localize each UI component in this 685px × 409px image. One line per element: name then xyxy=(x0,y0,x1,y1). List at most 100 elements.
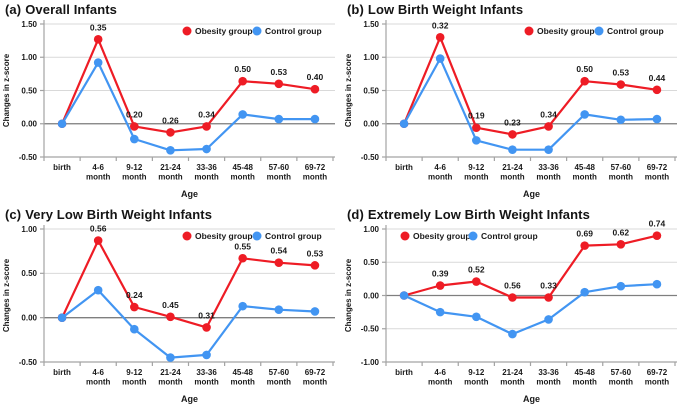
obesity-point xyxy=(616,239,626,249)
x-tick-label: 33-36 xyxy=(538,163,559,172)
x-tick-label: 33-36 xyxy=(538,368,559,377)
x-tick-label: 4-6 xyxy=(434,368,446,377)
x-tick-label: month xyxy=(464,378,489,387)
x-tick-label: month xyxy=(86,173,111,182)
x-tick-label: month xyxy=(303,378,328,387)
x-tick-label: month xyxy=(645,173,670,182)
point-label: 0.39 xyxy=(432,269,449,279)
point-label: 0.53 xyxy=(613,68,630,78)
x-axis-title: Age xyxy=(181,189,198,199)
y-tick-label: 1.00 xyxy=(363,225,379,234)
x-tick-label: 9-12 xyxy=(126,163,143,172)
x-tick-label: month xyxy=(500,378,525,387)
panel-a-label: (a) xyxy=(5,2,22,17)
x-tick-label: 45-48 xyxy=(232,163,253,172)
x-tick-label: month xyxy=(428,378,453,387)
control-point xyxy=(130,324,139,334)
obesity-line xyxy=(60,38,316,134)
panel-a: (a) Overall Infants 1.50 1.00 0.50 0.00 -0.50… xyxy=(0,0,342,205)
point-label: 0.52 xyxy=(468,265,485,275)
point-label: 0.33 xyxy=(540,280,557,290)
x-tick-label: 69-72 xyxy=(647,163,668,172)
control-point xyxy=(166,353,175,362)
panel-a-title: (a) Overall Infants xyxy=(5,2,117,17)
panel-c-title-text: Very Low Birth Weight Infants xyxy=(25,207,213,222)
control-point xyxy=(472,136,481,145)
y-tick-label: 0.50 xyxy=(21,269,37,278)
obesity-point xyxy=(238,76,247,86)
control-point xyxy=(238,110,247,119)
y-tick-label: 1.50 xyxy=(363,20,379,29)
control-point xyxy=(580,287,589,297)
point-label: 0.45 xyxy=(162,300,179,310)
legend-control-label: Control group xyxy=(265,231,322,241)
legend-control-label: Control group xyxy=(607,26,664,36)
control-point xyxy=(57,119,67,129)
x-tick-label: 9-12 xyxy=(468,163,485,172)
obesity-point xyxy=(508,130,517,139)
obesity-line xyxy=(60,239,316,329)
obesity-point xyxy=(472,277,481,286)
x-tick-label: 57-60 xyxy=(269,163,290,172)
control-point xyxy=(310,114,320,124)
y-tick-label: 0.00 xyxy=(363,291,379,300)
y-tick-label: 0.50 xyxy=(363,258,379,267)
legend-control-label: Control group xyxy=(481,231,538,241)
obesity-line xyxy=(402,234,658,299)
x-tick-label: month xyxy=(645,378,670,387)
obesity-point xyxy=(544,122,553,131)
obesity-point xyxy=(310,84,320,94)
control-line xyxy=(402,283,658,336)
y-axis-title: Changes in z-score xyxy=(2,258,11,332)
x-tick-label: month xyxy=(230,173,255,182)
point-label: 0.40 xyxy=(307,72,324,82)
point-label: 0.55 xyxy=(234,241,251,251)
y-tick-label: 0.00 xyxy=(363,120,379,129)
obesity-point xyxy=(472,123,481,133)
obesity-point xyxy=(274,258,284,267)
control-point xyxy=(274,305,284,314)
x-tick-label: 33-36 xyxy=(196,163,217,172)
panel-c-title: (c) Very Low Birth Weight Infants xyxy=(5,207,212,222)
control-point xyxy=(508,145,517,154)
x-tick-label: 4-6 xyxy=(434,163,446,172)
control-line xyxy=(60,289,316,359)
point-label: 0.34 xyxy=(540,109,557,119)
x-tick-label: month xyxy=(158,173,183,182)
obesity-point xyxy=(580,241,589,250)
obesity-point xyxy=(93,34,103,44)
x-tick-label: month xyxy=(230,378,255,387)
x-axis-title: Age xyxy=(523,394,540,404)
x-tick-label: 4-6 xyxy=(92,163,104,172)
x-tick-label: month xyxy=(267,378,292,387)
y-tick-label: -0.50 xyxy=(361,153,380,162)
y-tick-label: 1.00 xyxy=(21,53,37,62)
obesity-point xyxy=(202,323,211,332)
control-point xyxy=(508,329,517,339)
x-tick-label: 45-48 xyxy=(232,368,253,377)
legend-control-label: Control group xyxy=(265,26,322,36)
point-label: 0.56 xyxy=(90,224,107,234)
obesity-point xyxy=(652,85,662,95)
legend-obesity-label: Obesity group xyxy=(413,231,471,241)
x-tick-label: month xyxy=(464,173,489,182)
point-label: 0.19 xyxy=(468,111,485,121)
control-line xyxy=(402,57,658,151)
panel-b-label: (b) xyxy=(347,2,364,17)
obesity-point xyxy=(508,293,517,302)
legend-obesity-marker xyxy=(182,231,192,241)
y-tick-label: -0.50 xyxy=(19,153,38,162)
y-axis-title: Changes in z-score xyxy=(2,53,11,127)
x-tick-label: month xyxy=(194,173,219,182)
control-point xyxy=(616,281,626,291)
panel-c-label: (c) xyxy=(5,207,22,222)
panel-a-title-text: Overall Infants xyxy=(25,2,118,17)
y-axis-title: Changes in z-score xyxy=(344,258,353,332)
control-point xyxy=(580,110,589,119)
x-tick-label: 69-72 xyxy=(305,368,326,377)
y-tick-label: 1.00 xyxy=(363,53,379,62)
x-tick-label: month xyxy=(572,378,597,387)
panel-b-title: (b) Low Birth Weight Infants xyxy=(347,2,523,17)
